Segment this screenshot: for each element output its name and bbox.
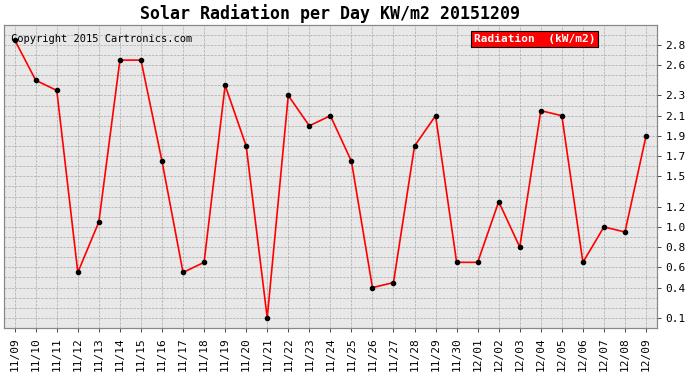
Text: Copyright 2015 Cartronics.com: Copyright 2015 Cartronics.com (10, 34, 192, 44)
Text: Radiation  (kW/m2): Radiation (kW/m2) (474, 34, 595, 44)
Title: Solar Radiation per Day KW/m2 20151209: Solar Radiation per Day KW/m2 20151209 (140, 4, 520, 23)
